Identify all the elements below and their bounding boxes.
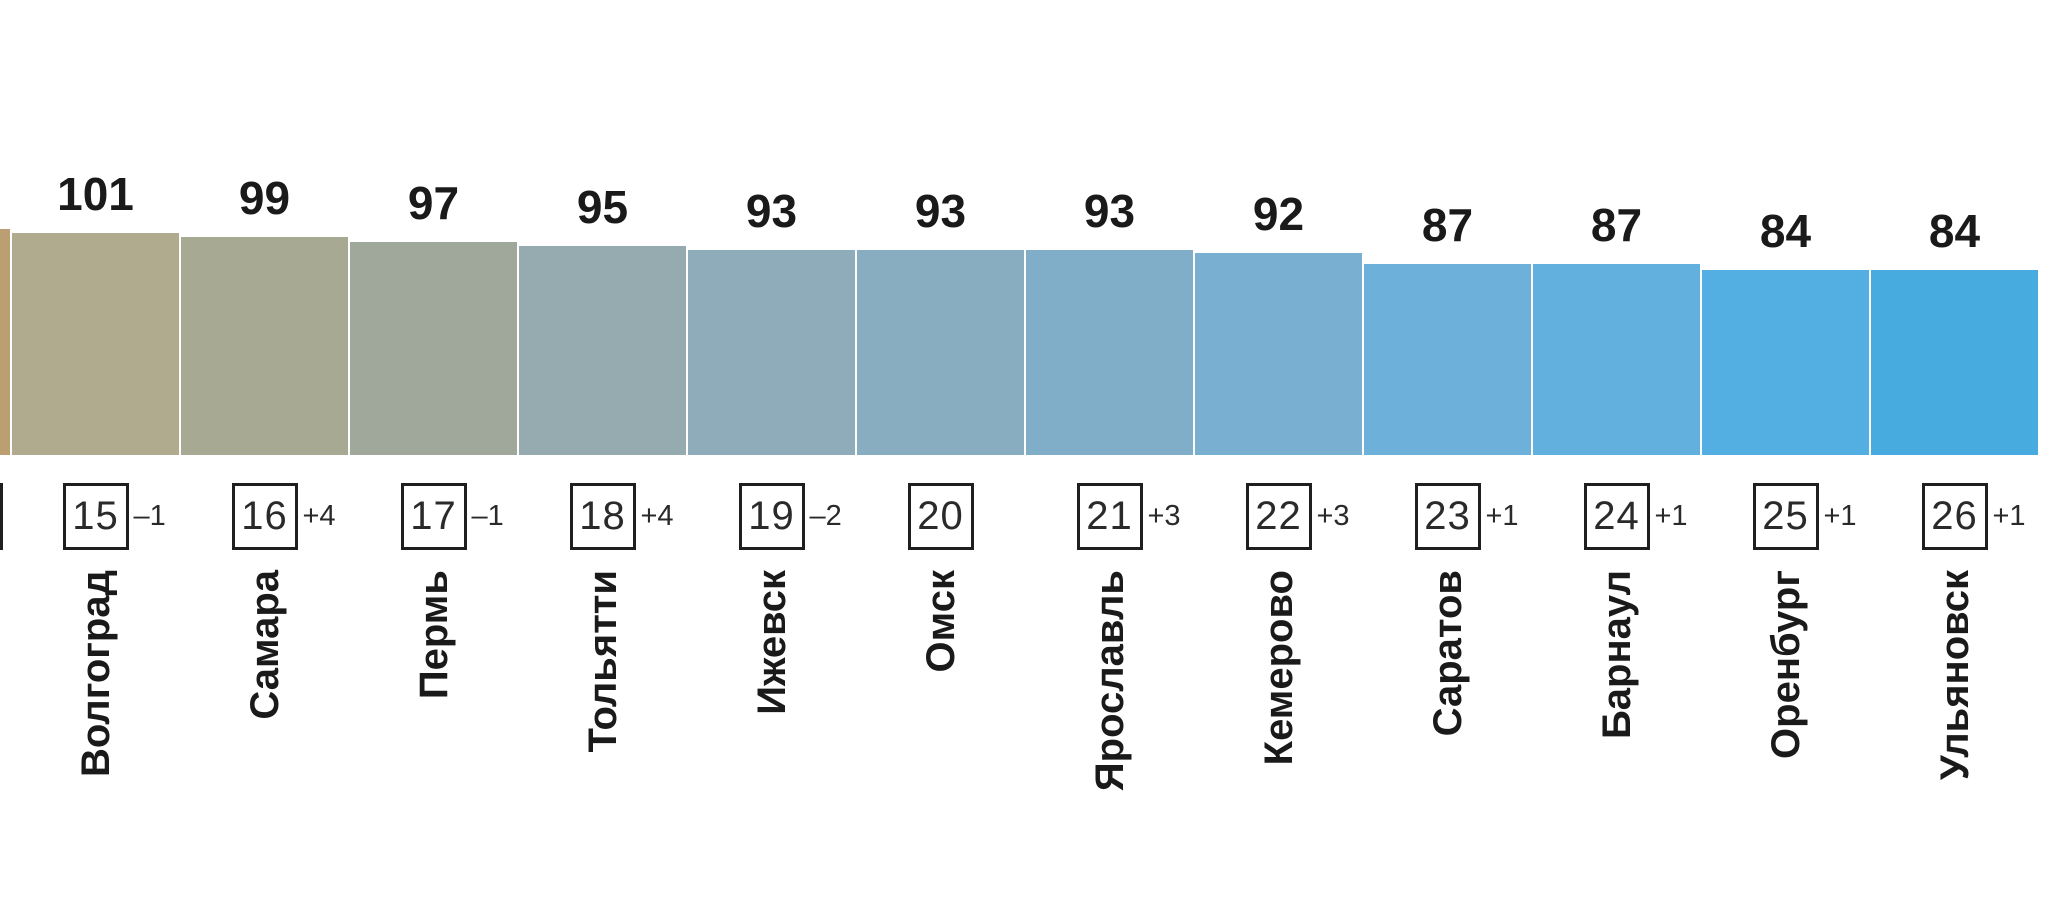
city-label: Ижевск [749, 570, 794, 715]
rank-number: 23 [1424, 494, 1471, 538]
bar-column-orenburg: 84 25 +1 Оренбург [1702, 0, 1869, 919]
bar-value-label: 92 [1252, 188, 1305, 240]
rank-row: 16 +4 [181, 483, 348, 550]
rank-number: 24 [1593, 494, 1640, 538]
rank-number: 17 [410, 494, 457, 538]
bar [519, 246, 686, 455]
rank-row: 23 +1 [1364, 483, 1531, 550]
rank-change: +1 [1823, 500, 1857, 532]
bar-value-label: 93 [1083, 185, 1136, 237]
rank-row: 15 –1 [12, 483, 179, 550]
bar-column-saratov: 87 23 +1 Саратов [1364, 0, 1531, 919]
rank-number: 21 [1086, 494, 1133, 538]
bar-value-label: 87 [1421, 199, 1474, 251]
rank-box: 20 [907, 483, 974, 550]
city-label: Пермь [411, 570, 456, 700]
bar [688, 250, 855, 455]
city-label: Тольятти [580, 570, 625, 753]
rank-row: 26 +1 [1871, 483, 2038, 550]
bar [1702, 270, 1869, 455]
rank-box: 21 [1076, 483, 1143, 550]
rank-change: +4 [640, 500, 674, 532]
city-label: Волгоград [73, 570, 118, 778]
rank-box: 24 [1583, 483, 1650, 550]
city-label: Барнаул [1594, 570, 1639, 739]
rank-change: –1 [133, 500, 166, 532]
city-label: Кемерово [1256, 570, 1301, 766]
bar-column-tolyatti: 95 18 +4 Тольятти [519, 0, 686, 919]
bar-column-barnaul: 87 24 +1 Барнаул [1533, 0, 1700, 919]
bar [1195, 253, 1362, 455]
bar [12, 233, 179, 455]
bar [350, 242, 517, 455]
bar [1364, 264, 1531, 455]
bar-column-yaroslavl: 93 21 +3 Ярославль [1026, 0, 1193, 919]
rank-row: 22 +3 [1195, 483, 1362, 550]
bar-value-label: 101 [57, 168, 134, 220]
rank-change: +1 [1992, 500, 2026, 532]
bar [1871, 270, 2038, 455]
rank-number: 20 [917, 494, 964, 538]
rank-box: 15 [62, 483, 129, 550]
rank-row: 20 [857, 483, 1024, 550]
rank-number: 18 [579, 494, 626, 538]
rank-box: 18 [569, 483, 636, 550]
rank-row: 24 +1 [1533, 483, 1700, 550]
city-label: Омск [918, 570, 963, 673]
bar-value-label: 87 [1590, 199, 1643, 251]
bar [857, 250, 1024, 455]
bar-column-ulyanovsk: 84 26 +1 Ульяновск [1871, 0, 2038, 919]
rank-number: 25 [1762, 494, 1809, 538]
rank-change: –2 [809, 500, 842, 532]
rank-number: 16 [241, 494, 288, 538]
rank-row: 19 –2 [688, 483, 855, 550]
bar-value-label: 99 [238, 172, 291, 224]
city-label: Ульяновск [1932, 570, 1977, 781]
rank-change: +3 [1316, 500, 1350, 532]
rank-row: 18 +4 [519, 483, 686, 550]
rank-box: 23 [1414, 483, 1481, 550]
rank-number: 15 [72, 494, 119, 538]
rank-box: 19 [738, 483, 805, 550]
cutoff-bar-fragment [0, 229, 10, 455]
city-label: Оренбург [1763, 570, 1808, 759]
rank-row: 21 +3 [1026, 483, 1193, 550]
rank-change: +3 [1147, 500, 1181, 532]
rank-box: 16 [231, 483, 298, 550]
cutoff-rank-box-fragment [0, 483, 3, 550]
bar-value-label: 84 [1759, 205, 1812, 257]
bar-column-izhevsk: 93 19 –2 Ижевск [688, 0, 855, 919]
bar-value-label: 95 [576, 181, 629, 233]
city-label: Ярославль [1087, 570, 1132, 792]
rank-box: 22 [1245, 483, 1312, 550]
bar [181, 237, 348, 455]
bar-column-perm: 97 17 –1 Пермь [350, 0, 517, 919]
rank-box: 25 [1752, 483, 1819, 550]
bar-column-samara: 99 16 +4 Самара [181, 0, 348, 919]
bar [1026, 250, 1193, 455]
rank-box: 26 [1921, 483, 1988, 550]
bar-value-label: 84 [1928, 205, 1981, 257]
city-label: Самара [242, 570, 287, 720]
rank-box: 17 [400, 483, 467, 550]
rank-number: 19 [748, 494, 795, 538]
rank-change: +1 [1654, 500, 1688, 532]
rank-row: 25 +1 [1702, 483, 1869, 550]
rank-number: 26 [1931, 494, 1978, 538]
rank-change: –1 [471, 500, 504, 532]
bar-value-label: 93 [914, 185, 967, 237]
rank-number: 22 [1255, 494, 1302, 538]
rank-row: 17 –1 [350, 483, 517, 550]
bar [1533, 264, 1700, 455]
bar-column-omsk: 93 20 Омск [857, 0, 1024, 919]
rank-change: +4 [302, 500, 336, 532]
bar-value-label: 93 [745, 185, 798, 237]
bar-value-label: 97 [407, 177, 460, 229]
rank-change: +1 [1485, 500, 1519, 532]
bar-column-kemerovo: 92 22 +3 Кемерово [1195, 0, 1362, 919]
city-label: Саратов [1425, 570, 1470, 737]
bar-column-volgograd: 101 15 –1 Волгоград [12, 0, 179, 919]
